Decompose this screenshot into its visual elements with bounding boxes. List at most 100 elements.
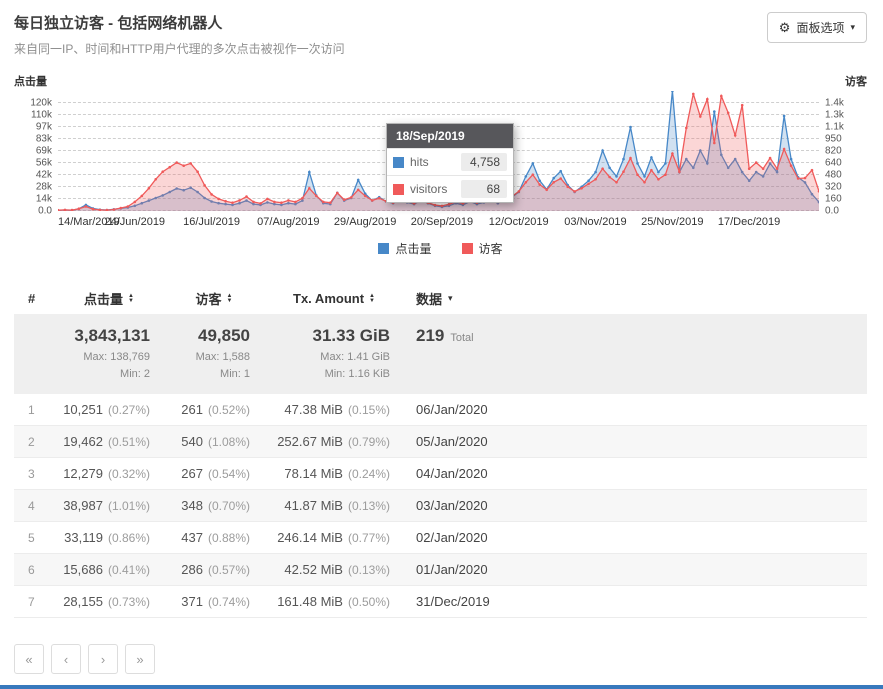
y-left-tick: 56k xyxy=(35,157,52,169)
col-header-data[interactable]: 数据 ▾ xyxy=(404,289,574,308)
y-right-tick: 160 xyxy=(825,193,842,205)
x-axis-label: 29/Aug/2019 xyxy=(333,216,397,228)
sort-icon: ▲ ▼ xyxy=(128,292,134,304)
summary-tx: 31.33 GiB Max: 1.41 GiB Min: 1.16 KiB xyxy=(264,326,404,380)
tooltip-value: 68 xyxy=(461,180,507,198)
col-header-data-label: 数据 xyxy=(416,292,443,307)
y-right-tick: 320 xyxy=(825,181,842,193)
tx-cell: 252.67 MiB (0.79%) xyxy=(277,434,390,449)
panel-title: 每日独立访客 - 包括网络机器人 xyxy=(14,15,223,32)
y-left-tick: 14k xyxy=(35,193,52,205)
y-left-tick: 97k xyxy=(35,121,52,133)
tooltip-row: hits 4,758 xyxy=(387,148,513,175)
y-left-tick: 110k xyxy=(31,109,52,121)
table-row[interactable]: 3 12,279 (0.32%) 267 (0.54%) 78.14 MiB (0.24%)… xyxy=(14,458,867,490)
y-right-tick: 0.0 xyxy=(825,205,839,217)
summary-visitors: 49,850 Max: 1,588 Min: 1 xyxy=(164,326,264,380)
summary-total-count: 219 xyxy=(416,326,445,345)
tx-cell: 78.14 MiB (0.24%) xyxy=(284,466,390,481)
date-cell: 05/Jan/2020 xyxy=(416,434,488,449)
col-header-tx-label: Tx. Amount xyxy=(293,291,365,306)
hits-cell: 38,987 (1.01%) xyxy=(63,498,150,513)
summary-tx-max: Max: 1.41 GiB xyxy=(320,351,390,363)
y-left-tick: 28k xyxy=(35,181,52,193)
tooltip-row: visitors 68 xyxy=(387,175,513,202)
col-header-hits[interactable]: 点击量 ▲ ▼ xyxy=(54,289,164,308)
row-index: 1 xyxy=(28,402,35,417)
visitors-cell: 437 (0.88%) xyxy=(181,530,250,545)
gridline xyxy=(58,114,819,115)
panel-header: 每日独立访客 - 包括网络机器人 来自同一IP、时间和HTTP用户代理的多次点击… xyxy=(14,12,867,57)
summary-visitors-min: Min: 1 xyxy=(220,368,250,380)
pagination-next[interactable]: › xyxy=(88,644,118,674)
legend-item[interactable]: 点击量 xyxy=(378,240,432,257)
chevron-down-icon: ▾ xyxy=(850,22,855,32)
chart-xlabels: 14/Mar/2019 24/Jun/2019 16/Jul/2019 07/Aug/… xyxy=(58,216,819,231)
tooltip-value: 4,758 xyxy=(461,153,507,171)
table-row[interactable]: 4 38,987 (1.01%) 348 (0.70%) 41.87 MiB (0.13%)… xyxy=(14,490,867,522)
daily-visitors-panel: 每日独立访客 - 包括网络机器人 来自同一IP、时间和HTTP用户代理的多次点击… xyxy=(14,12,867,674)
visitors-cell: 540 (1.08%) xyxy=(181,434,250,449)
y-left-tick: 42k xyxy=(35,169,52,181)
table-row[interactable]: 2 19,462 (0.51%) 540 (1.08%) 252.67 MiB (0.79%… xyxy=(14,426,867,458)
tx-cell: 246.14 MiB (0.77%) xyxy=(277,530,390,545)
y-left-tick: 69k xyxy=(35,145,52,157)
hits-cell: 10,251 (0.27%) xyxy=(63,402,150,417)
gear-icon: ⚙ xyxy=(778,20,791,35)
legend-item[interactable]: 访客 xyxy=(461,240,503,257)
hits-cell: 19,462 (0.51%) xyxy=(63,434,150,449)
panel-options-button[interactable]: ⚙ 面板选项 ▾ xyxy=(766,12,867,43)
gridline xyxy=(58,210,819,211)
pagination-last[interactable]: » xyxy=(125,644,155,674)
table-row[interactable]: 6 15,686 (0.41%) 286 (0.57%) 42.52 MiB (0.13%)… xyxy=(14,554,867,586)
chart-tooltip: 18/Sep/2019 hits 4,758 visitors 68 xyxy=(386,123,514,203)
y-left-axis-title: 点击量 xyxy=(14,76,47,88)
tx-cell: 42.52 MiB (0.13%) xyxy=(284,562,390,577)
visitors-cell: 348 (0.70%) xyxy=(181,498,250,513)
summary-hits-min: Min: 2 xyxy=(120,368,150,380)
x-axis-label: 24/Jun/2019 xyxy=(104,216,166,228)
legend-label: 点击量 xyxy=(395,242,432,256)
col-header-index: # xyxy=(28,291,36,306)
y-right-tick: 1.1k xyxy=(825,121,844,133)
table-header: # 点击量 ▲ ▼ 访客 ▲ ▼ Tx. Amount ▲ ▼ 数据 ▾ xyxy=(14,283,867,314)
row-index: 2 xyxy=(28,434,35,449)
chevron-down-icon: ▾ xyxy=(448,293,453,303)
y-right-tick: 480 xyxy=(825,169,842,181)
tooltip-swatch xyxy=(393,183,404,195)
y-left-tick: 83k xyxy=(35,133,52,145)
y-left-tick: 120k xyxy=(30,97,52,109)
tx-cell: 47.38 MiB (0.15%) xyxy=(284,402,390,417)
pagination-first[interactable]: « xyxy=(14,644,44,674)
x-axis-label: 16/Jul/2019 xyxy=(183,216,241,228)
y-right-tick: 950 xyxy=(825,133,842,145)
gridline xyxy=(58,102,819,103)
table-row[interactable]: 7 28,155 (0.73%) 371 (0.74%) 161.48 MiB (0.50%… xyxy=(14,586,867,618)
x-axis-label: 17/Dec/2019 xyxy=(717,216,781,228)
x-axis-label: 07/Aug/2019 xyxy=(257,216,320,228)
date-cell: 06/Jan/2020 xyxy=(416,402,488,417)
y-right-tick: 1.4k xyxy=(825,97,844,109)
x-axis-label: 14/Mar/2019 xyxy=(58,216,120,228)
visitors-cell: 286 (0.57%) xyxy=(181,562,250,577)
summary-hits-total: 3,843,131 xyxy=(74,326,150,345)
tx-cell: 41.87 MiB (0.13%) xyxy=(284,498,390,513)
table-row[interactable]: 1 10,251 (0.27%) 261 (0.52%) 47.38 MiB (0.15%)… xyxy=(14,394,867,426)
row-index: 5 xyxy=(28,530,35,545)
legend-label: 访客 xyxy=(478,242,503,256)
legend-swatch xyxy=(461,243,473,254)
col-header-visitors[interactable]: 访客 ▲ ▼ xyxy=(164,289,264,308)
table-summary: 3,843,131 Max: 138,769 Min: 2 49,850 Max… xyxy=(14,314,867,394)
next-panel-edge xyxy=(0,685,883,689)
tooltip-swatch xyxy=(393,156,404,168)
x-axis-label: 25/Nov/2019 xyxy=(641,216,704,228)
table-row[interactable]: 5 33,119 (0.86%) 437 (0.88%) 246.14 MiB (0.77%… xyxy=(14,522,867,554)
col-header-tx-amount[interactable]: Tx. Amount ▲ ▼ xyxy=(264,291,404,306)
visitors-cell: 267 (0.54%) xyxy=(181,466,250,481)
sort-icon: ▲ ▼ xyxy=(226,292,233,304)
table-body: 1 10,251 (0.27%) 261 (0.52%) 47.38 MiB (0.15%)… xyxy=(14,394,867,618)
legend-swatch xyxy=(378,243,390,254)
tx-cell: 161.48 MiB (0.50%) xyxy=(277,594,390,609)
pagination-prev[interactable]: ‹ xyxy=(51,644,81,674)
panel-options-label: 面板选项 xyxy=(796,21,845,35)
